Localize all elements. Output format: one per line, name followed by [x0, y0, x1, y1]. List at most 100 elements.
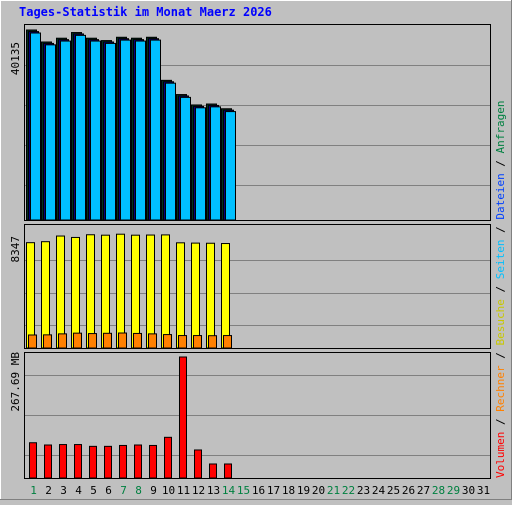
- legend-separator: /: [494, 412, 507, 432]
- bar-besuche-8: [131, 234, 140, 349]
- bar-rechner-10: [163, 334, 172, 349]
- legend-seiten: Seiten: [494, 240, 507, 280]
- x-label-3: 3: [60, 484, 67, 497]
- legend: Volumen / Rechner / Besuche / Seiten / D…: [494, 100, 507, 478]
- x-label-6: 6: [105, 484, 112, 497]
- bar-volumen-10: [164, 436, 172, 479]
- x-axis-labels: 1 2 3 4 5 6 7 8 9 10 11 12 13 14 15 16 17 18 19 20 21 22 23 24 2…: [30, 484, 490, 497]
- bar-besuche-1: [26, 242, 35, 349]
- bar-seiten-2: [45, 44, 56, 221]
- x-label-21: 21: [327, 484, 340, 497]
- bar-besuche-9: [146, 234, 155, 349]
- x-label-26: 26: [402, 484, 415, 497]
- x-label-12: 12: [192, 484, 205, 497]
- bar-volumen-14: [224, 463, 232, 479]
- middle-panel-max-label: 8347: [9, 236, 22, 263]
- x-label-17: 17: [267, 484, 280, 497]
- bar-rechner-8: [133, 332, 142, 349]
- bar-rechner-6: [103, 332, 112, 349]
- bar-seiten-1: [30, 32, 41, 221]
- bar-seiten-8: [135, 40, 146, 221]
- bar-besuche-5: [86, 234, 95, 349]
- x-label-7: 7: [120, 484, 127, 497]
- bar-seiten-14: [225, 111, 236, 221]
- bar-seiten-12: [195, 107, 206, 221]
- legend-separator: /: [494, 153, 507, 173]
- legend-rechner: Rechner: [494, 365, 507, 412]
- bar-rechner-14: [223, 335, 232, 349]
- bar-seiten-4: [75, 34, 86, 221]
- bar-rechner-4: [73, 332, 82, 349]
- bar-besuche-2: [41, 241, 50, 349]
- bar-rechner-3: [58, 333, 67, 349]
- legend-anfragen: Anfragen: [494, 100, 507, 153]
- x-label-16: 16: [252, 484, 265, 497]
- bar-rechner-7: [118, 332, 127, 349]
- bar-rechner-13: [208, 335, 217, 349]
- bar-besuche-12: [191, 242, 200, 349]
- x-label-11: 11: [177, 484, 190, 497]
- chart-title: Tages-Statistik im Monat Maerz 2026: [19, 5, 272, 19]
- x-label-22: 22: [342, 484, 355, 497]
- bar-seiten-13: [210, 106, 221, 221]
- bar-volumen-1: [29, 442, 37, 479]
- top-panel-frame: [24, 24, 491, 221]
- bar-volumen-12: [194, 449, 202, 479]
- bar-volumen-9: [149, 444, 157, 479]
- bar-volumen-4: [74, 444, 82, 479]
- x-label-24: 24: [372, 484, 386, 497]
- x-label-9: 9: [150, 484, 157, 497]
- bar-rechner-5: [88, 333, 97, 349]
- bar-volumen-13: [209, 463, 217, 479]
- legend-separator: /: [494, 220, 507, 240]
- x-label-2: 2: [45, 484, 52, 497]
- legend-volumen: Volumen: [494, 432, 507, 478]
- bar-besuche-10: [161, 234, 170, 349]
- middle-panel-frame: [24, 224, 491, 349]
- x-label-8: 8: [135, 484, 142, 497]
- x-label-19: 19: [297, 484, 310, 497]
- x-label-29: 29: [447, 484, 460, 497]
- bar-rechner-9: [148, 333, 157, 349]
- bar-seiten-5: [90, 40, 101, 221]
- bar-seiten-10: [165, 82, 176, 221]
- x-label-10: 10: [162, 484, 175, 497]
- bar-volumen-6: [104, 445, 112, 479]
- bar-rechner-1: [28, 334, 37, 349]
- bar-volumen-7: [119, 444, 127, 479]
- bottom-panel-max-label: 267.69 MB: [9, 352, 22, 412]
- bar-rechner-12: [193, 335, 202, 349]
- x-label-18: 18: [282, 484, 295, 497]
- x-label-30: 30: [462, 484, 475, 497]
- bars: [26, 29, 236, 479]
- x-label-4: 4: [75, 484, 82, 497]
- x-label-25: 25: [387, 484, 400, 497]
- bar-volumen-3: [59, 444, 67, 479]
- x-label-15: 15: [237, 484, 250, 497]
- legend-besuche: Besuche: [494, 299, 507, 345]
- top-panel-max-label: 40135: [9, 42, 22, 75]
- legend-separator: /: [494, 279, 507, 299]
- x-label-28: 28: [432, 484, 445, 497]
- legend-separator: /: [494, 346, 507, 366]
- x-label-1: 1: [30, 484, 37, 497]
- bar-seiten-6: [105, 42, 116, 221]
- bar-rechner-2: [43, 334, 52, 349]
- bar-volumen-11: [179, 356, 187, 479]
- x-label-27: 27: [417, 484, 430, 497]
- x-label-23: 23: [357, 484, 370, 497]
- x-label-5: 5: [90, 484, 97, 497]
- bar-volumen-8: [134, 444, 142, 479]
- bar-besuche-4: [71, 236, 80, 349]
- bottom-panel-frame: [24, 352, 491, 479]
- bar-seiten-9: [150, 39, 161, 221]
- bar-besuche-13: [206, 242, 215, 349]
- bar-besuche-11: [176, 242, 185, 349]
- bar-volumen-5: [89, 445, 97, 479]
- bar-seiten-11: [180, 96, 191, 221]
- x-label-20: 20: [312, 484, 325, 497]
- bar-volumen-2: [44, 444, 52, 479]
- bar-besuche-7: [116, 233, 125, 349]
